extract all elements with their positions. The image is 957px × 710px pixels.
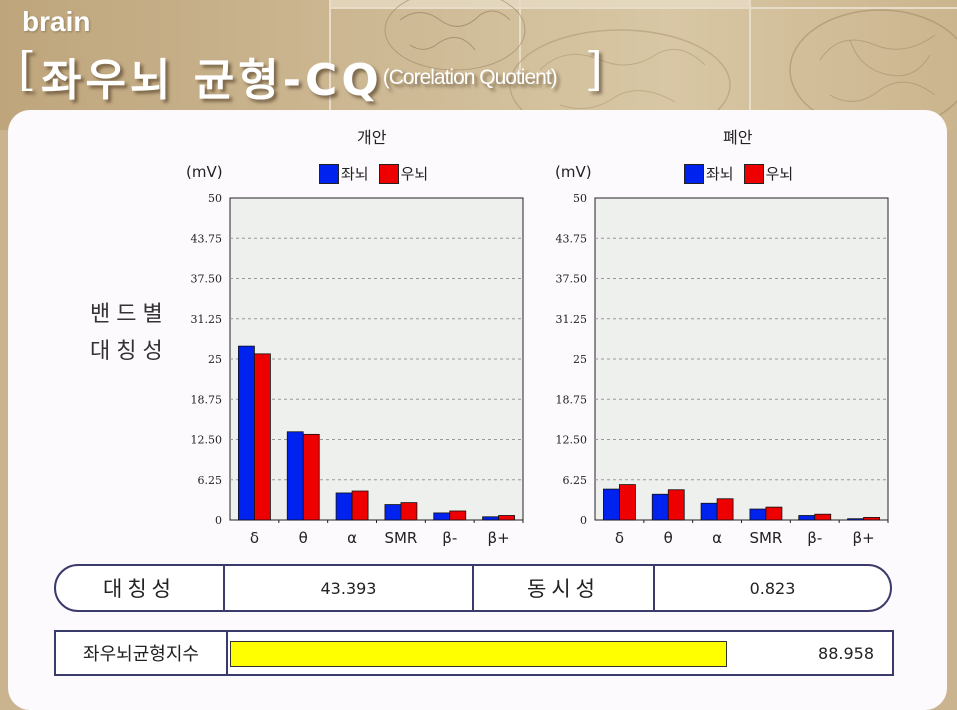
x-tick-label: β+ — [488, 529, 510, 547]
y-tick-label: 37.50 — [191, 273, 223, 286]
brand-logo-text: brain — [22, 6, 91, 37]
synchrony-value: 0.823 — [749, 578, 796, 598]
title-main: 좌우뇌 균형-CQ — [41, 55, 383, 106]
title-close-bracket: ] — [584, 42, 603, 96]
header-banner: brain [ 좌우뇌 균형-CQ(Corelation Quotient) ] — [0, 0, 957, 130]
x-tick-label: β+ — [853, 529, 875, 547]
legend-swatch-right — [743, 163, 764, 184]
legend-label-left: 좌뇌 — [706, 165, 734, 183]
balance-index-label: 좌우뇌균형지수 — [56, 632, 228, 674]
chart-title-eyes-open: 개안 — [357, 128, 387, 147]
y-tick-label: 25 — [208, 353, 222, 366]
bar-right — [814, 513, 832, 521]
y-tick-label: 6.25 — [198, 474, 223, 487]
bar-left — [238, 345, 255, 521]
page-title: [ 좌우뇌 균형-CQ(Corelation Quotient) ] — [18, 42, 603, 106]
balance-index-value: 88.958 — [818, 644, 874, 663]
bar-left — [286, 431, 304, 521]
y-tick-label: 0 — [215, 514, 222, 527]
y-tick-label: 0 — [580, 514, 587, 527]
title-open-bracket: [ — [18, 42, 36, 96]
x-tick-label: SMR — [749, 529, 782, 547]
legend-swatch-left — [319, 163, 339, 184]
balance-index-track: 88.958 — [228, 632, 892, 674]
bar-left — [433, 512, 451, 521]
bar-left — [798, 515, 816, 521]
bar-left — [847, 518, 864, 521]
chart-legend: 좌뇌 우뇌 — [319, 163, 438, 184]
x-tick-label: δ — [250, 529, 259, 547]
bar-right — [765, 506, 783, 521]
x-tick-label: α — [347, 529, 357, 547]
x-tick-label: δ — [615, 529, 624, 547]
row-label-line2: 대칭성 — [90, 339, 169, 364]
y-tick-label: 43.75 — [191, 232, 223, 245]
legend-swatch-right — [378, 163, 399, 184]
bar-right — [863, 517, 880, 521]
y-tick-label: 6.25 — [563, 474, 588, 487]
legend-label-left: 좌뇌 — [341, 165, 369, 183]
chart-title-eyes-closed: 폐안 — [723, 128, 753, 147]
summary-box: 대칭성 43.393 동시성 0.823 — [54, 564, 892, 612]
y-tick-label: 43.75 — [556, 232, 588, 245]
brain-background-illustration — [329, 0, 957, 130]
y-tick-label: 31.25 — [191, 313, 223, 326]
bar-right — [667, 489, 685, 521]
bar-right — [302, 433, 320, 521]
synchrony-label: 동시성 — [474, 566, 655, 610]
y-tick-label: 12.50 — [556, 434, 588, 447]
y-tick-label: 37.50 — [556, 273, 588, 286]
x-tick-label: SMR — [384, 529, 417, 547]
bar-right — [498, 515, 515, 521]
bar-left — [335, 492, 353, 521]
balance-index-box: 좌우뇌균형지수 88.958 — [54, 630, 894, 676]
title-subtitle: (Corelation Quotient) — [382, 66, 558, 89]
y-tick-label: 31.25 — [556, 313, 588, 326]
bar-left — [700, 502, 718, 521]
symmetry-value: 43.393 — [225, 566, 474, 610]
bar-chart-eyes-open: 0 6.25 12.50 18.75 25 31.25 37.50 43.75 50 δ θ α SMR… — [191, 192, 524, 547]
y-tick-label: 18.75 — [556, 393, 588, 406]
x-tick-label: α — [712, 529, 722, 547]
chart-legend: 좌뇌 우뇌 — [684, 163, 803, 184]
row-label-line1: 밴드별 — [90, 302, 169, 327]
y-tick-label: 50 — [208, 192, 222, 205]
y-tick-label: 50 — [573, 192, 587, 205]
band-symmetry-row-label: 밴드별 대칭성 — [90, 296, 169, 370]
y-tick-label: 18.75 — [191, 393, 223, 406]
legend-label-right: 우뇌 — [765, 165, 794, 183]
bar-left — [749, 508, 767, 521]
symmetry-label: 대칭성 — [56, 566, 225, 610]
bar-left — [384, 504, 402, 521]
x-tick-label: β- — [442, 529, 457, 547]
bar-right — [619, 484, 636, 521]
bar-right — [254, 353, 271, 521]
y-tick-label: 25 — [573, 353, 587, 366]
legend-label-right: 우뇌 — [400, 165, 429, 183]
balance-index-bar — [230, 641, 727, 667]
bar-chart-eyes-closed: 0 6.25 12.50 18.75 25 31.25 37.50 43.75 50 δ θ α SMR… — [556, 192, 889, 547]
chart-unit-label: (mV) — [186, 163, 223, 181]
bar-right — [449, 510, 467, 521]
chart-unit-label: (mV) — [555, 163, 592, 181]
bar-right — [351, 490, 369, 521]
x-tick-label: θ — [299, 529, 308, 547]
bar-right — [716, 498, 734, 521]
bar-right — [400, 502, 418, 521]
legend-swatch-left — [684, 163, 704, 184]
y-tick-label: 12.50 — [191, 434, 223, 447]
x-tick-label: θ — [664, 529, 673, 547]
bar-left — [651, 493, 669, 521]
x-tick-label: β- — [807, 529, 822, 547]
bar-left — [482, 516, 499, 521]
bar-left — [603, 488, 620, 521]
